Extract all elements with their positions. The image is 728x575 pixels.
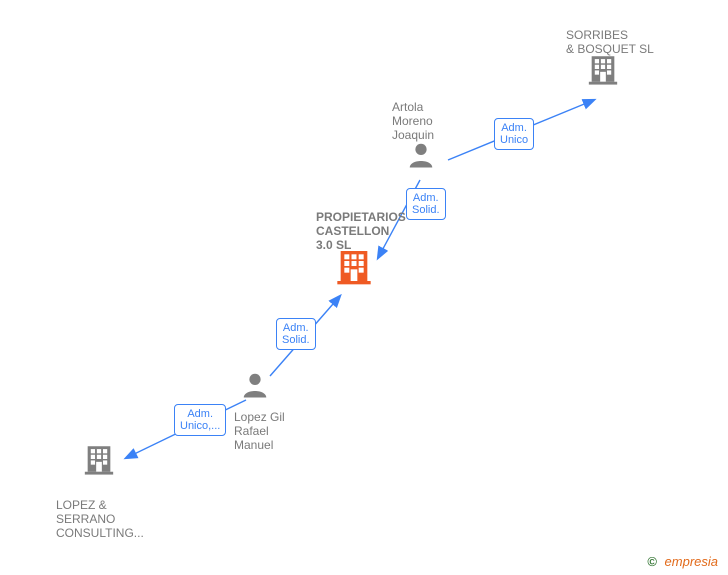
copyright-symbol: © — [647, 554, 657, 569]
building-icon — [334, 246, 374, 286]
person-icon — [240, 370, 270, 400]
node-label-sorribes: SORRIBES & BOSQUET SL — [566, 28, 696, 56]
node-lopezgil[interactable] — [240, 370, 270, 405]
brand-name: empresia — [665, 554, 718, 569]
node-artola[interactable] — [406, 140, 436, 175]
node-label-lopezgil: Lopez Gil Rafael Manuel — [234, 410, 304, 452]
person-icon — [406, 140, 436, 170]
network-diagram: PROPIETARIOS CASTELLON 3.0 SL SORRIBES &… — [0, 0, 728, 575]
building-icon — [82, 442, 116, 476]
edge-label-artola-sorribes: Adm. Unico — [494, 118, 534, 150]
edge-label-lopezgil-lopezserrano: Adm. Unico,... — [174, 404, 226, 436]
building-icon — [586, 52, 620, 86]
edge-label-lopezgil-center: Adm. Solid. — [276, 318, 316, 350]
node-label-lopezserrano: LOPEZ & SERRANO CONSULTING... — [56, 498, 176, 540]
edge-label-artola-center: Adm. Solid. — [406, 188, 446, 220]
node-lopezserrano[interactable] — [82, 442, 116, 481]
watermark: © empresia — [647, 554, 718, 569]
node-center[interactable] — [334, 246, 374, 291]
node-sorribes[interactable] — [586, 52, 620, 91]
node-label-artola: Artola Moreno Joaquin — [392, 100, 462, 142]
